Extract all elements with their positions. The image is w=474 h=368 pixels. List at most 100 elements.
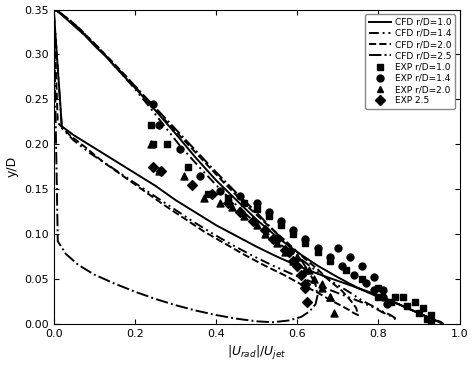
CFD r/D=1.4 [359, 298, 365, 303]
CFD r/D=1.0 [432, 318, 438, 323]
CFD r/D=1.4 [327, 288, 333, 292]
EXP r/D=1.4 [149, 101, 157, 107]
CFD r/D=2.0 [67, 133, 73, 138]
CFD r/D=2.0 [100, 159, 105, 164]
EXP 2.5 [301, 281, 309, 287]
CFD r/D=1.4 [128, 178, 134, 183]
CFD r/D=2.0 [161, 116, 166, 120]
EXP r/D=1.0 [184, 164, 191, 170]
EXP r/D=1.4 [253, 200, 261, 206]
CFD r/D=1.0 [274, 254, 280, 259]
CFD r/D=2.0 [91, 42, 97, 46]
EXP r/D=1.0 [403, 303, 410, 309]
EXP r/D=1.4 [155, 121, 163, 127]
EXP 2.5 [149, 164, 157, 170]
EXP r/D=1.4 [371, 275, 378, 280]
EXP r/D=1.0 [277, 222, 285, 228]
CFD r/D=1.0 [408, 307, 414, 312]
EXP r/D=1.4 [237, 192, 244, 198]
EXP r/D=1.0 [225, 195, 232, 201]
CFD r/D=2.0 [140, 188, 146, 192]
CFD r/D=2.5 [51, 7, 56, 12]
EXP r/D=1.4 [196, 173, 204, 179]
EXP 2.5 [249, 218, 256, 224]
EXP 2.5 [188, 182, 195, 188]
X-axis label: $|U_{rad}|/U_{jet}$: $|U_{rad}|/U_{jet}$ [227, 344, 286, 362]
CFD r/D=2.0 [351, 311, 357, 315]
CFD r/D=2.5 [63, 252, 69, 256]
CFD r/D=1.4 [189, 219, 194, 223]
CFD r/D=1.4 [51, 7, 56, 12]
CFD r/D=2.0 [108, 58, 113, 62]
CFD r/D=2.5 [299, 315, 304, 319]
CFD r/D=1.0 [384, 297, 390, 301]
CFD r/D=2.5 [270, 320, 276, 325]
CFD r/D=2.0 [327, 279, 333, 283]
EXP r/D=1.0 [374, 285, 382, 291]
CFD r/D=1.4 [392, 316, 398, 321]
CFD r/D=2.5 [55, 239, 61, 244]
CFD r/D=2.5 [112, 63, 118, 67]
CFD r/D=1.4 [372, 306, 377, 310]
Legend: CFD r/D=1.0, CFD r/D=1.4, CFD r/D=2.0, CFD r/D=2.5, EXP r/D=1.0, EXP r/D=1.4, EX: CFD r/D=1.0, CFD r/D=1.4, CFD r/D=2.0, C… [365, 14, 455, 109]
EXP r/D=1.4 [379, 287, 386, 293]
EXP r/D=1.4 [358, 263, 366, 269]
EXP r/D=1.0 [164, 141, 171, 147]
EXP r/D=2.0 [261, 231, 269, 237]
EXP r/D=1.4 [176, 146, 183, 152]
CFD r/D=1.4 [310, 280, 316, 285]
EXP r/D=2.0 [200, 195, 208, 201]
EXP r/D=1.0 [374, 294, 382, 300]
CFD r/D=1.4 [209, 231, 215, 236]
CFD r/D=1.4 [75, 25, 81, 30]
EXP r/D=1.4 [301, 236, 309, 242]
CFD r/D=2.0 [55, 9, 61, 14]
EXP r/D=1.0 [241, 200, 248, 206]
EXP 2.5 [273, 236, 281, 242]
EXP 2.5 [261, 227, 269, 233]
CFD r/D=2.5 [234, 316, 239, 321]
EXP 2.5 [285, 249, 293, 255]
CFD r/D=2.5 [51, 7, 56, 12]
EXP r/D=1.4 [277, 218, 285, 224]
EXP r/D=1.0 [415, 310, 423, 316]
Line: CFD r/D=1.4: CFD r/D=1.4 [54, 10, 397, 321]
EXP r/D=2.0 [147, 141, 155, 147]
EXP r/D=1.0 [147, 121, 155, 127]
CFD r/D=2.5 [213, 170, 219, 174]
EXP r/D=2.0 [273, 240, 281, 246]
EXP r/D=1.0 [314, 249, 321, 255]
CFD r/D=2.5 [59, 12, 64, 16]
CFD r/D=2.0 [299, 282, 304, 287]
CFD r/D=1.4 [380, 310, 385, 315]
CFD r/D=1.4 [343, 294, 349, 298]
EXP r/D=2.0 [293, 254, 301, 259]
EXP r/D=1.0 [387, 298, 394, 304]
EXP 2.5 [298, 272, 305, 277]
CFD r/D=2.0 [315, 267, 320, 272]
EXP r/D=1.4 [290, 227, 297, 233]
EXP r/D=1.0 [423, 316, 431, 322]
EXP r/D=1.4 [379, 294, 386, 300]
CFD r/D=1.0 [51, 7, 56, 12]
CFD r/D=1.4 [315, 270, 320, 274]
EXP r/D=1.0 [411, 298, 419, 304]
CFD r/D=2.0 [83, 146, 89, 150]
CFD r/D=1.4 [87, 151, 93, 156]
CFD r/D=1.4 [197, 166, 203, 170]
CFD r/D=1.4 [177, 143, 182, 148]
CFD r/D=1.4 [347, 290, 353, 295]
CFD r/D=2.5 [234, 191, 239, 195]
CFD r/D=2.0 [353, 306, 359, 310]
Line: CFD r/D=2.5: CFD r/D=2.5 [54, 10, 318, 322]
CFD r/D=1.4 [229, 243, 235, 247]
CFD r/D=2.0 [79, 29, 85, 33]
CFD r/D=2.0 [181, 216, 186, 220]
EXP r/D=1.0 [149, 141, 157, 147]
CFD r/D=1.0 [55, 9, 61, 14]
EXP r/D=1.0 [419, 305, 427, 311]
EXP 2.5 [304, 298, 311, 304]
EXP r/D=1.4 [363, 280, 370, 286]
CFD r/D=2.0 [201, 159, 207, 164]
CFD r/D=1.4 [237, 207, 243, 211]
